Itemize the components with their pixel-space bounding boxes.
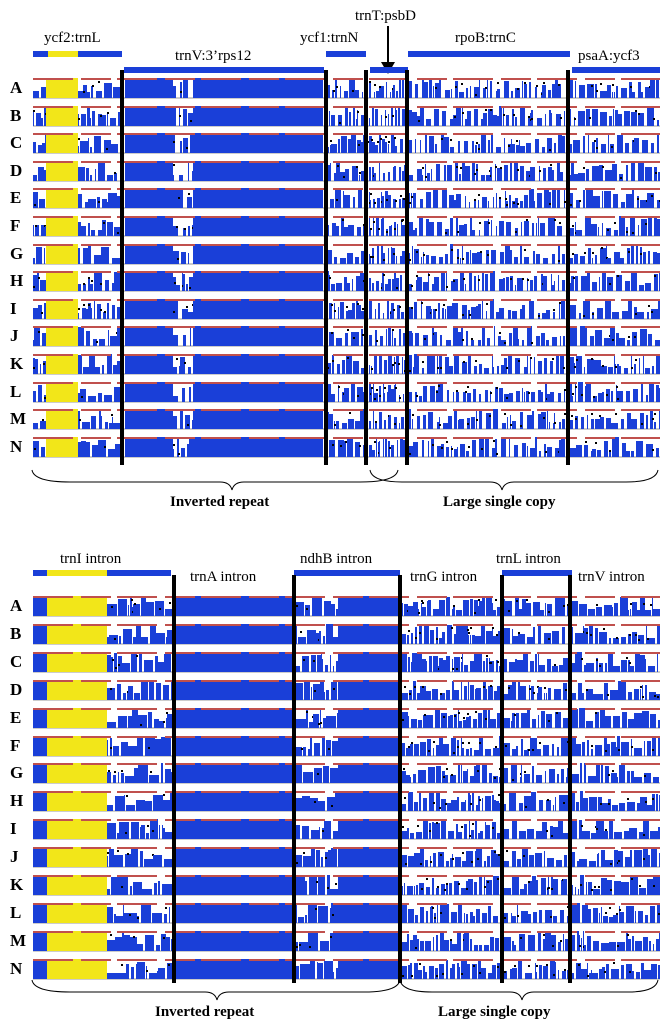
bottom-divider-4 bbox=[500, 575, 504, 983]
region-bar-ycf2-trnL-exon bbox=[48, 51, 78, 57]
track-row-j bbox=[33, 325, 660, 348]
top-divider-3 bbox=[364, 70, 368, 465]
row-label-a: A bbox=[10, 78, 23, 97]
row-label-m: M bbox=[10, 409, 27, 429]
row-label-d: D bbox=[10, 160, 23, 180]
region-label-rpoB-trnC: rpoB:trnC bbox=[455, 30, 516, 46]
track-row-g bbox=[33, 242, 660, 265]
track-row-f bbox=[33, 215, 660, 237]
track-row-e bbox=[33, 187, 660, 210]
region-label-ndhB-intron: ndhB intron bbox=[300, 551, 373, 567]
region-label-psaA-ycf3: psaA:ycf3 bbox=[578, 48, 640, 64]
region-label-trnL-intron: trnL intron bbox=[496, 551, 561, 567]
track-row-c bbox=[33, 650, 660, 673]
region-bar-trnI-a bbox=[33, 570, 47, 576]
track-row-k bbox=[33, 874, 660, 896]
bottom-divider-1 bbox=[172, 575, 176, 983]
top-divider-4 bbox=[405, 70, 409, 465]
track-row-l bbox=[33, 380, 660, 403]
row-label-c: C bbox=[10, 651, 23, 671]
row-label-b: B bbox=[10, 105, 22, 125]
track-row-i bbox=[33, 297, 660, 320]
top-panel: trnT:psbD ycf2:trnL trnV:3’rps12 ycf1:tr… bbox=[10, 8, 660, 510]
row-label-c: C bbox=[10, 133, 23, 153]
top-brace bbox=[31, 469, 659, 491]
row-label-g: G bbox=[10, 763, 24, 783]
track-row-d bbox=[33, 159, 660, 182]
region-bar-trnT-psbD bbox=[370, 67, 408, 73]
track-row-m bbox=[33, 408, 660, 431]
row-label-m: M bbox=[10, 930, 27, 950]
region-label-ycf2-trnL: ycf2:trnL bbox=[44, 30, 101, 46]
track-row-h bbox=[33, 270, 660, 293]
region-label-trnT-psbD: trnT:psbD bbox=[355, 8, 416, 24]
region-label-trnV-rps12: trnV:3’rps12 bbox=[175, 48, 252, 64]
track-row-e bbox=[33, 706, 660, 729]
track-row-j bbox=[33, 846, 660, 869]
row-label-k: K bbox=[10, 354, 24, 373]
track-row-a bbox=[33, 77, 660, 99]
bottom-divider-2 bbox=[292, 575, 296, 983]
region-bar-psaA-ycf3 bbox=[572, 67, 660, 73]
row-label-a: A bbox=[10, 596, 23, 615]
region-bar-ycf2-trnL-a bbox=[33, 51, 48, 57]
track-row-g bbox=[33, 762, 660, 785]
row-label-f: F bbox=[10, 216, 21, 235]
row-label-n: N bbox=[10, 436, 23, 456]
row-label-k: K bbox=[10, 875, 24, 894]
row-label-e: E bbox=[10, 188, 22, 208]
top-divider-2 bbox=[324, 70, 328, 465]
row-label-j: J bbox=[10, 847, 19, 867]
track-row-f bbox=[33, 734, 660, 757]
region-bar-ndhB-intron bbox=[294, 570, 400, 576]
track-row-b bbox=[33, 622, 660, 645]
bottom-divider-5 bbox=[568, 575, 572, 983]
row-label-l: L bbox=[10, 902, 22, 922]
track-row-i bbox=[33, 818, 660, 841]
track-row-b bbox=[33, 104, 660, 127]
region-bar-trnI-exon bbox=[47, 570, 107, 576]
row-label-h: H bbox=[10, 271, 24, 291]
row-label-i: I bbox=[10, 819, 17, 839]
region-label-ycf1-trnN: ycf1:trnN bbox=[300, 30, 359, 46]
top-section-inverted-repeat: Inverted repeat bbox=[170, 494, 270, 510]
row-label-d: D bbox=[10, 679, 23, 699]
top-divider-5 bbox=[566, 70, 570, 465]
track-row-h bbox=[33, 790, 660, 813]
row-label-b: B bbox=[10, 623, 22, 643]
track-row-a bbox=[33, 595, 660, 617]
region-bar-trnV-rps12 bbox=[124, 67, 324, 73]
track-row-d bbox=[33, 678, 660, 701]
row-label-h: H bbox=[10, 791, 24, 811]
track-row-n bbox=[33, 957, 660, 980]
row-label-e: E bbox=[10, 707, 22, 727]
region-label-trnG-intron: trnG intron bbox=[410, 569, 478, 585]
region-bar-rpoB-trnC bbox=[408, 51, 570, 57]
track-row-c bbox=[33, 132, 660, 155]
track-row-k bbox=[33, 353, 660, 375]
row-label-f: F bbox=[10, 735, 21, 755]
bottom-divider-3 bbox=[398, 575, 402, 983]
region-bar-trnL-intron bbox=[502, 570, 572, 576]
region-label-trnI-intron: trnI intron bbox=[60, 551, 122, 567]
row-label-j: J bbox=[10, 326, 19, 346]
region-label-trnA-intron: trnA intron bbox=[190, 569, 257, 585]
track-row-n bbox=[33, 435, 660, 458]
top-section-large-single-copy: Large single copy bbox=[443, 494, 556, 510]
region-label-trnV-intron: trnV intron bbox=[578, 569, 645, 585]
row-label-n: N bbox=[10, 958, 23, 978]
region-bar-ycf1-trnN bbox=[326, 51, 366, 57]
top-divider-1 bbox=[120, 70, 124, 465]
bottom-panel: trnI intron trnA intron ndhB intron trnG… bbox=[0, 520, 662, 1027]
region-bar-ycf2-trnL-b bbox=[78, 51, 122, 57]
region-bar-trnI-b bbox=[107, 570, 171, 576]
track-row-m bbox=[33, 929, 660, 952]
track-row-l bbox=[33, 901, 660, 924]
bottom-section-inverted-repeat: Inverted repeat bbox=[155, 1004, 255, 1020]
row-label-l: L bbox=[10, 381, 22, 401]
bottom-section-large-single-copy: Large single copy bbox=[438, 1004, 551, 1020]
row-label-i: I bbox=[10, 298, 17, 318]
bottom-brace bbox=[31, 979, 659, 1001]
row-label-g: G bbox=[10, 243, 24, 263]
